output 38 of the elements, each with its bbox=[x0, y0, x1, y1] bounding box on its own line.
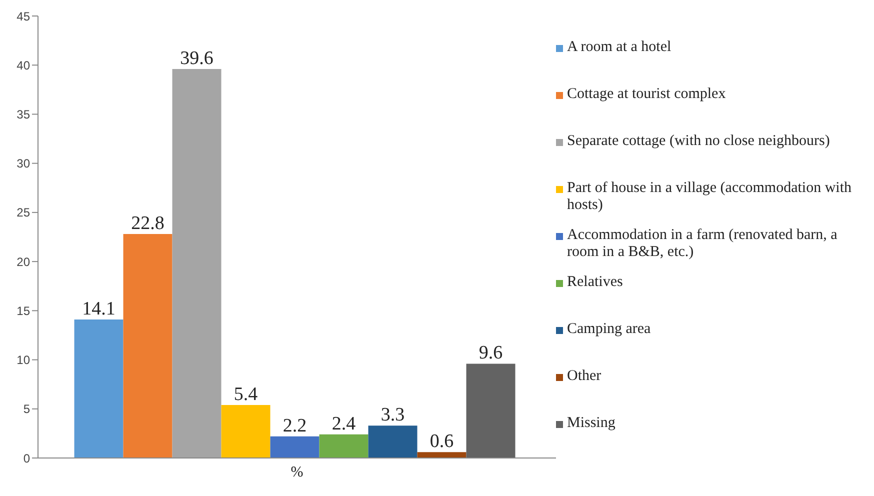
legend-label: Relatives bbox=[567, 274, 623, 290]
bar bbox=[221, 404, 270, 458]
bar bbox=[270, 436, 320, 458]
data-label: 2.4 bbox=[332, 413, 356, 434]
y-tick-label: 15 bbox=[16, 304, 30, 318]
legend-label: Other bbox=[567, 368, 602, 384]
y-tick-label: 20 bbox=[16, 254, 30, 269]
bar bbox=[417, 452, 466, 458]
y-tick-label: 5 bbox=[23, 402, 30, 416]
bar bbox=[466, 364, 516, 458]
y-tick-label: 30 bbox=[16, 156, 30, 171]
bar bbox=[172, 69, 222, 458]
bar bbox=[319, 434, 368, 458]
x-tick-label: % bbox=[290, 464, 304, 481]
legend-label: Separate cottage (with no close neighbours) bbox=[567, 132, 830, 150]
y-tick-label: 0 bbox=[23, 451, 30, 466]
y-tick-label: 45 bbox=[16, 9, 30, 24]
bar bbox=[368, 426, 418, 458]
legend-label: Part of house in a village (accommodation with hosts) bbox=[567, 180, 853, 214]
legend-label: Accommodation in a farm (renovated barn, a room in a B&B, etc.) bbox=[567, 226, 838, 260]
data-label: 0.6 bbox=[430, 431, 454, 452]
legend-label: A room at a hotel bbox=[567, 38, 672, 56]
bar bbox=[74, 320, 124, 458]
data-label: 14.1 bbox=[82, 298, 116, 320]
data-label: 3.3 bbox=[380, 404, 405, 426]
bar bbox=[123, 234, 172, 458]
data-label: 22.8 bbox=[131, 213, 164, 234]
data-label: 2.2 bbox=[282, 415, 307, 436]
data-label: 9.6 bbox=[478, 342, 503, 364]
y-tick-label: 10 bbox=[16, 353, 30, 368]
y-tick-label: 25 bbox=[16, 206, 30, 220]
data-label: 5.4 bbox=[234, 384, 258, 405]
y-tick-label: 40 bbox=[16, 58, 30, 72]
legend-label: Cottage at tourist complex bbox=[567, 86, 726, 102]
data-label: 39.6 bbox=[180, 48, 214, 70]
legend-label: Missing bbox=[567, 414, 616, 432]
legend-label: Camping area bbox=[567, 320, 651, 338]
y-tick-label: 35 bbox=[16, 107, 30, 122]
